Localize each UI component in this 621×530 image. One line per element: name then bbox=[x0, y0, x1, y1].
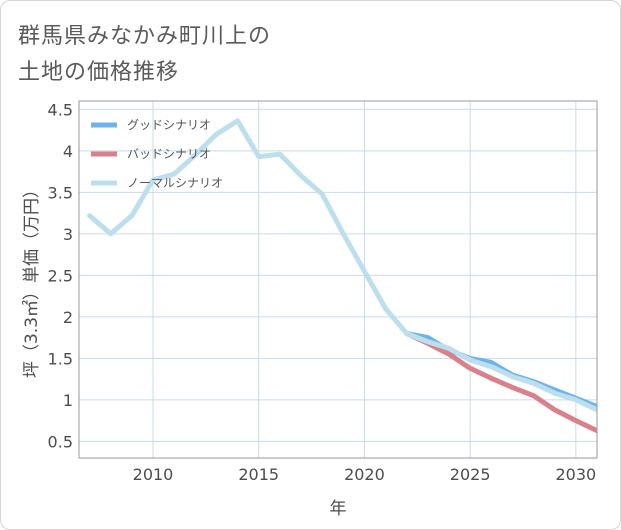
y-tick-label: 1 bbox=[63, 391, 73, 410]
legend-label-bad: バッドシナリオ bbox=[127, 147, 211, 161]
y-tick-label: 2.5 bbox=[48, 266, 73, 285]
chart-title-line-1: 群馬県みなかみ町川上の bbox=[18, 24, 272, 49]
y-axis-title: 坪（3.3㎡）単価（万円） bbox=[22, 181, 42, 378]
series-line-bad-scenario bbox=[404, 331, 597, 434]
x-axis-title: 年 bbox=[330, 499, 347, 519]
legend-label-normal: ノーマルシナリオ bbox=[127, 176, 223, 190]
y-tick-label: 4 bbox=[63, 142, 73, 161]
grid bbox=[79, 101, 597, 458]
y-tick-label: 3 bbox=[63, 225, 73, 244]
axis-ticks: 2010 2015 2020 2025 2030 0.5 1 1.5 2 2.5 3 3.5 4 4.5 bbox=[48, 100, 597, 484]
x-tick-label: 2015 bbox=[238, 465, 279, 484]
x-tick-label: 2025 bbox=[450, 465, 491, 484]
series-lines bbox=[87, 118, 597, 434]
plot-frame bbox=[78, 100, 598, 459]
legend-label-good: グッドシナリオ bbox=[127, 118, 211, 132]
x-tick-label: 2010 bbox=[133, 465, 174, 484]
x-tick-label: 2020 bbox=[344, 465, 385, 484]
y-tick-label: 3.5 bbox=[48, 183, 73, 202]
y-tick-label: 4.5 bbox=[48, 100, 73, 119]
chart-title-line-2: 土地の価格推移 bbox=[18, 60, 180, 85]
y-tick-label: 2 bbox=[63, 308, 73, 327]
series-line-normal-scenario bbox=[87, 118, 597, 413]
y-tick-label: 0.5 bbox=[48, 432, 73, 451]
x-tick-label: 2030 bbox=[555, 465, 596, 484]
y-tick-label: 1.5 bbox=[48, 349, 73, 368]
